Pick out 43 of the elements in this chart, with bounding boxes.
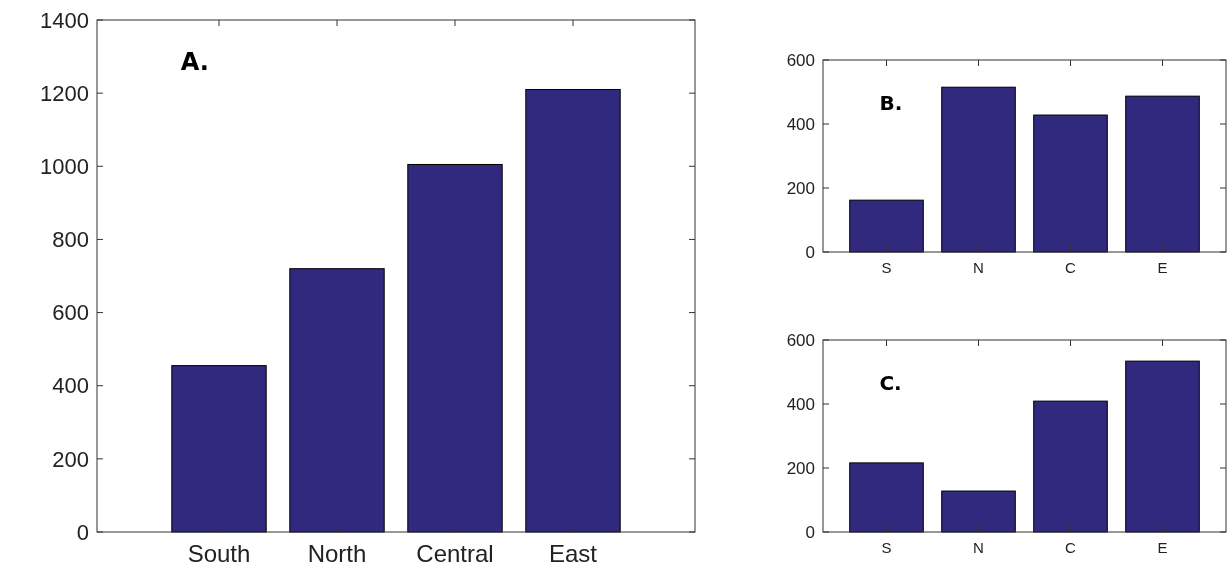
annotation: B.	[879, 91, 903, 115]
y-tick-label: 200	[786, 458, 815, 478]
x-tick-label: E	[1157, 259, 1168, 276]
annotation: A.	[180, 48, 209, 76]
y-tick-label: 0	[805, 522, 815, 542]
bar	[1033, 400, 1108, 533]
x-tick-label: E	[1157, 539, 1168, 556]
y-tick-label: 400	[786, 114, 815, 134]
x-tick-label: Central	[416, 540, 494, 567]
bar	[407, 163, 503, 533]
y-tick-label: 600	[786, 50, 815, 70]
annotation: C.	[879, 371, 902, 395]
bar	[849, 199, 924, 253]
y-tick-label: 400	[52, 373, 89, 399]
y-tick-label: 1200	[40, 80, 89, 106]
x-tick-label: N	[973, 259, 984, 276]
y-tick-label: 0	[76, 519, 89, 545]
y-tick-label: 1000	[40, 153, 89, 179]
bar	[525, 88, 621, 533]
x-tick-label: C	[1065, 539, 1077, 556]
y-tick-label: 600	[52, 300, 89, 326]
bar	[1033, 114, 1108, 253]
y-tick-label: 1400	[40, 7, 89, 33]
bar	[289, 268, 385, 533]
bar	[941, 490, 1016, 533]
x-tick-label: N	[973, 539, 984, 556]
y-tick-label: 600	[786, 330, 815, 350]
y-tick-label: 0	[805, 242, 815, 262]
x-tick-label: C	[1065, 259, 1077, 276]
bar	[849, 462, 924, 533]
bar	[171, 365, 267, 533]
x-tick-label: S	[881, 539, 892, 556]
y-tick-label: 400	[786, 394, 815, 414]
y-tick-label: 800	[52, 227, 89, 253]
x-tick-label: North	[307, 540, 367, 567]
y-tick-label: 200	[786, 178, 815, 198]
bar	[1125, 95, 1200, 253]
bar	[1125, 360, 1200, 533]
x-tick-label: South	[187, 540, 251, 567]
x-tick-label: East	[548, 540, 598, 567]
x-tick-label: S	[881, 259, 892, 276]
y-tick-label: 200	[52, 446, 89, 472]
bar	[941, 86, 1016, 253]
